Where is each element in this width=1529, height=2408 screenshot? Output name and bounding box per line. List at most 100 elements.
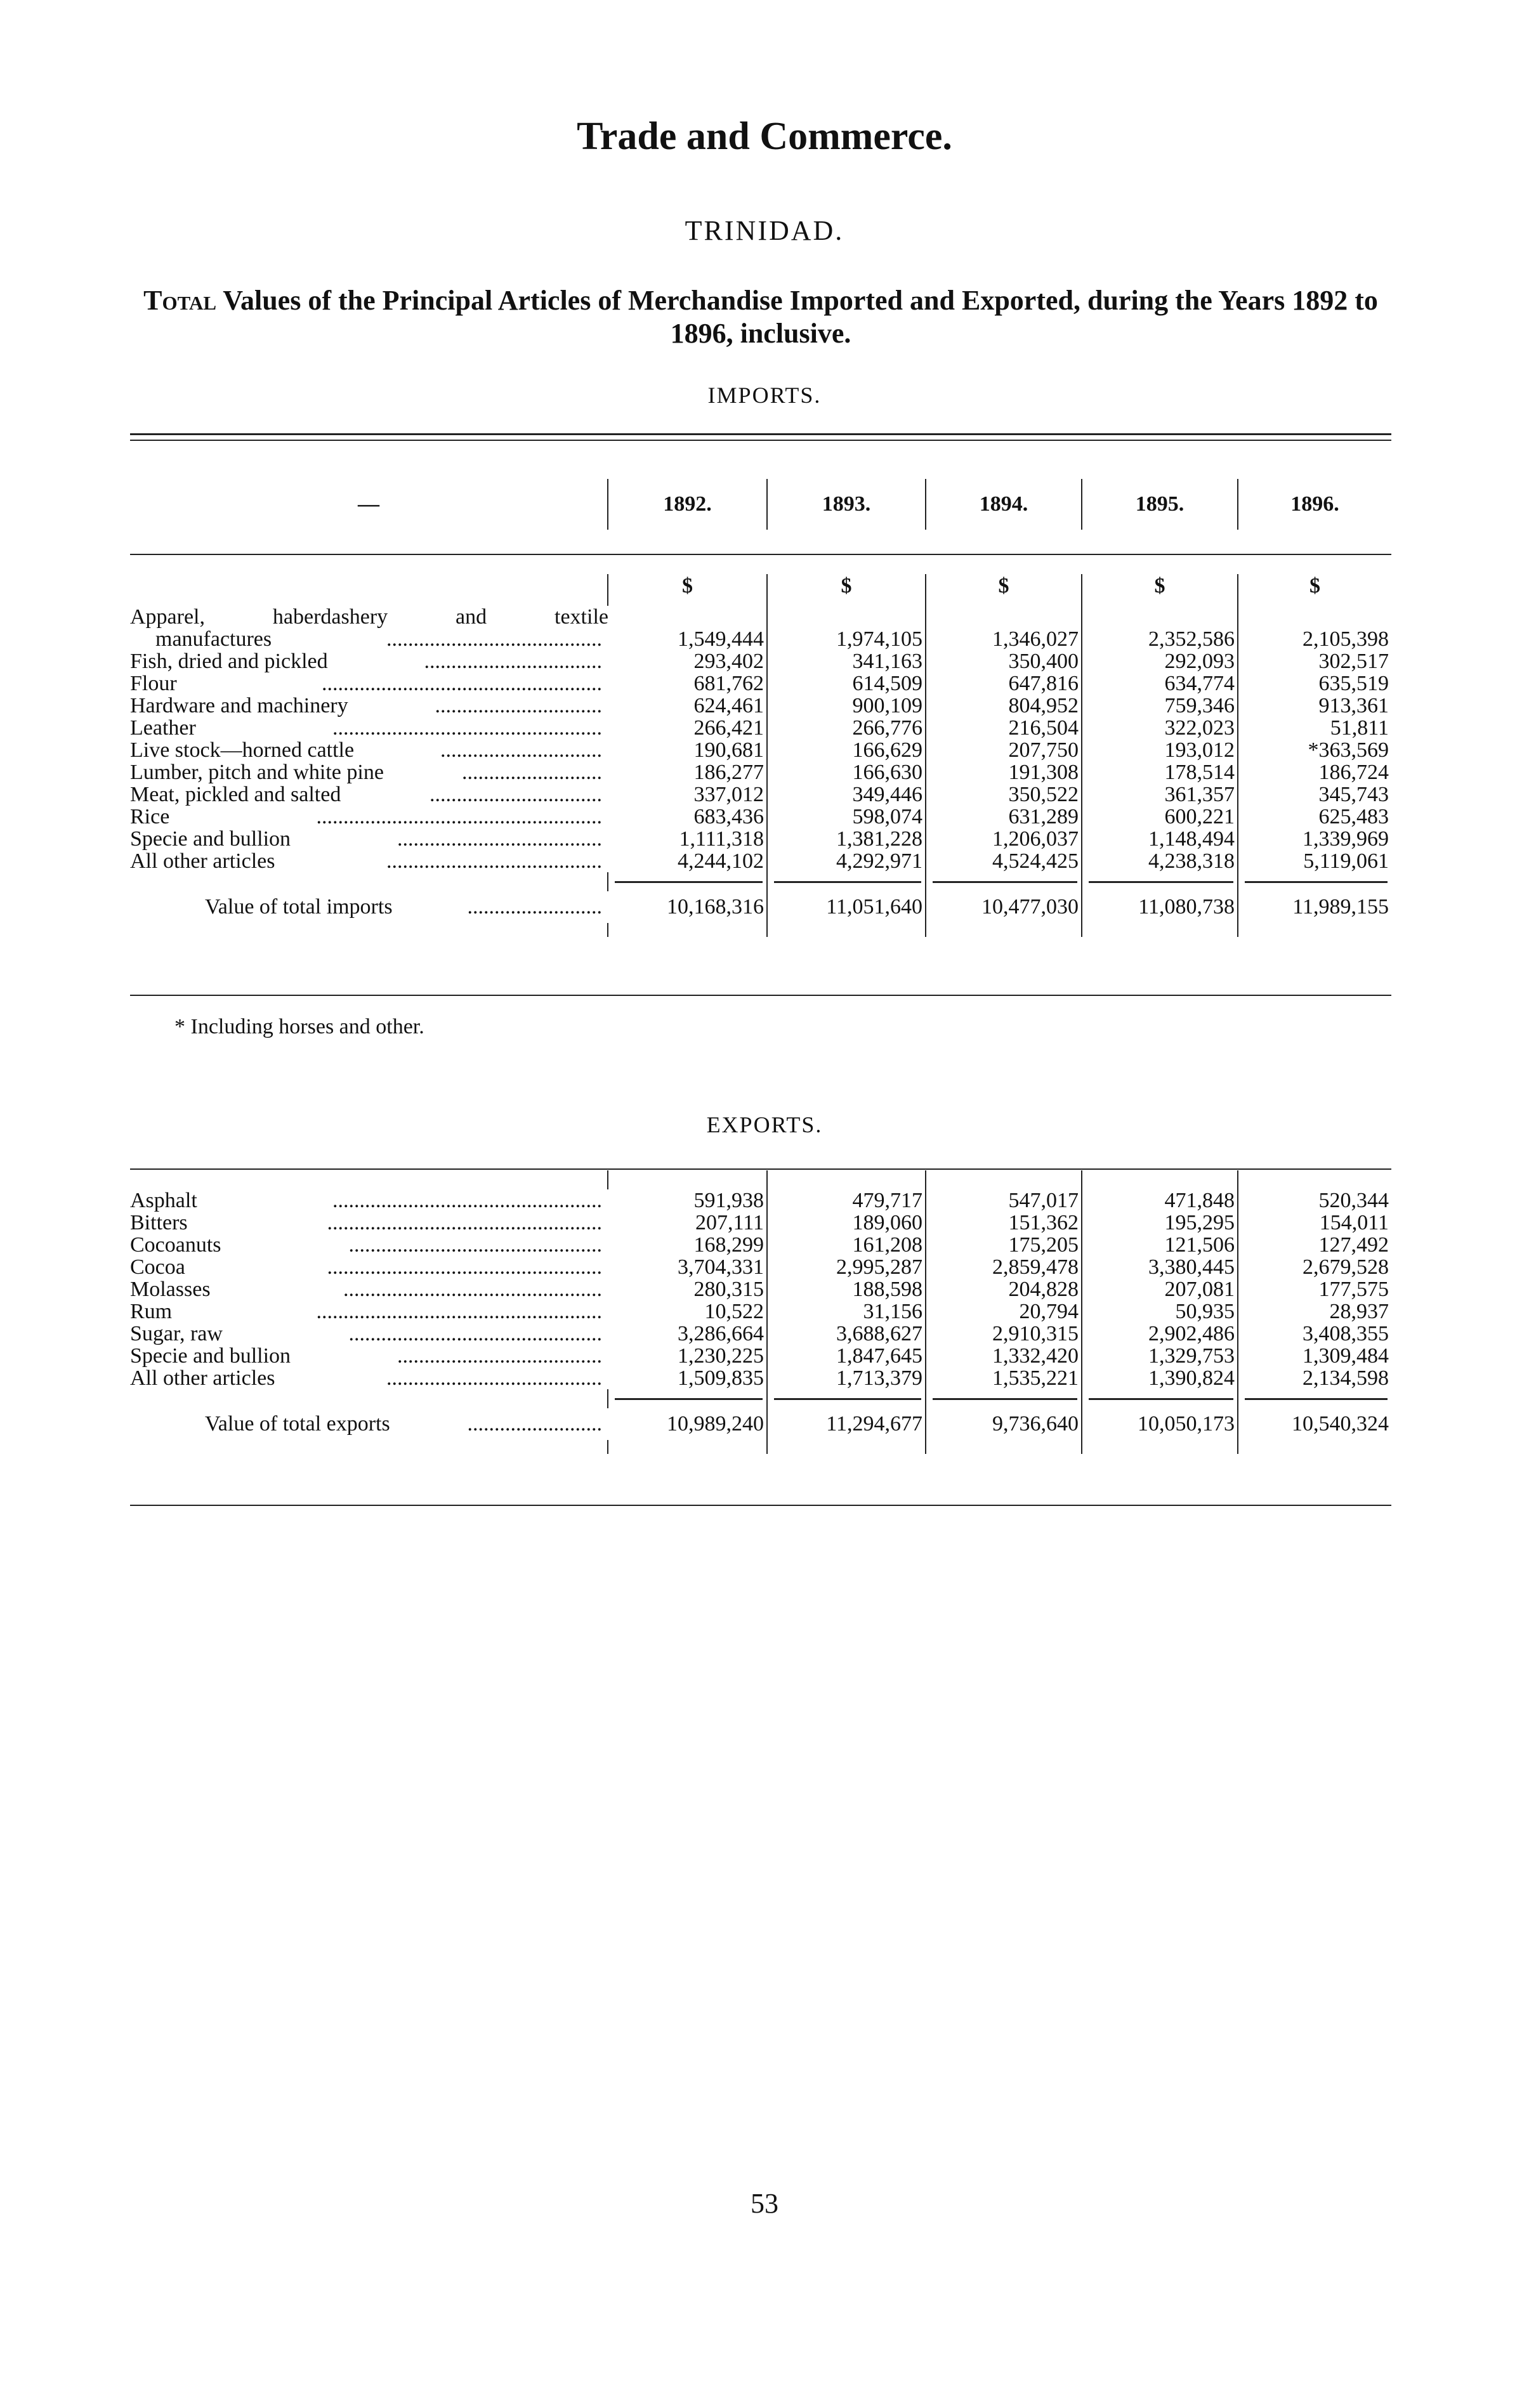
value-cell: 188,598 <box>768 1278 926 1300</box>
leader-dots: .......................... <box>462 761 602 783</box>
imports-bottom-rule <box>130 995 1391 996</box>
table-row: Asphalt.................................… <box>130 1189 1391 1212</box>
imports-heading: IMPORTS. <box>707 383 822 408</box>
row-label: Asphalt.................................… <box>130 1189 608 1212</box>
currency-symbol: $ <box>768 574 926 606</box>
year-header: 1896. <box>1290 492 1339 516</box>
value-cell: 471,848 <box>1082 1189 1238 1212</box>
value-cell: 3,286,664 <box>608 1323 768 1345</box>
row-label-text: Rice <box>130 806 170 828</box>
value-cell: 4,244,102 <box>608 850 768 872</box>
value-cell: 634,774 <box>1082 672 1238 695</box>
value-cell: 350,400 <box>926 650 1082 672</box>
header-rule <box>130 554 1391 555</box>
value-cell: 1,329,753 <box>1082 1345 1238 1367</box>
value-cell: 280,315 <box>608 1278 768 1300</box>
page-title: Trade and Commerce. <box>577 115 952 158</box>
table-row: Bitters.................................… <box>130 1212 1391 1234</box>
value-cell: 647,816 <box>926 672 1082 695</box>
value-cell: 10,522 <box>608 1300 768 1323</box>
value-cell: 2,910,315 <box>926 1323 1082 1345</box>
total-value: 11,080,738 <box>1082 891 1238 923</box>
leader-dots: ...................................... <box>397 828 602 850</box>
imports-top-rule-2 <box>130 440 1391 441</box>
value-cell: 1,847,645 <box>768 1345 926 1367</box>
row-label-text: Lumber, pitch and white pine <box>130 761 384 783</box>
row-label-text: Asphalt <box>130 1189 197 1212</box>
value-cell: *363,569 <box>1308 738 1389 762</box>
total-row: Value of total imports..................… <box>130 891 1391 923</box>
total-value: 11,294,677 <box>768 1408 926 1440</box>
value-cell: 154,011 <box>1319 1211 1389 1234</box>
row-label-text: Hardware and machinery <box>130 695 348 717</box>
caption-lead: Total <box>143 285 217 316</box>
leader-dots: ........................................… <box>348 1323 603 1345</box>
total-value: 10,477,030 <box>926 891 1082 923</box>
row-label: Meat, pickled and salted................… <box>130 783 608 806</box>
value-cell <box>608 606 768 628</box>
row-label: Bitters.................................… <box>130 1212 608 1234</box>
total-row: Value of total exports..................… <box>130 1408 1391 1440</box>
leader-dots: ........................................… <box>332 1189 602 1212</box>
value-cell: 168,299 <box>608 1234 768 1256</box>
value-cell: 322,023 <box>1082 717 1238 739</box>
value-cell: 598,074 <box>768 806 926 828</box>
table-row: Apparel, haberdashery and textile <box>130 606 1391 628</box>
table-row: Rice....................................… <box>130 806 1391 828</box>
row-label: Flour...................................… <box>130 672 608 695</box>
row-label: Lumber, pitch and white pine............… <box>130 761 608 783</box>
value-cell: 1,713,379 <box>768 1367 926 1389</box>
row-label-text: Specie and bullion <box>130 1345 291 1367</box>
value-cell: 1,111,318 <box>608 828 768 850</box>
value-cell: 635,519 <box>1318 672 1389 695</box>
leader-dots: ........................................… <box>343 1278 602 1300</box>
year-header: 1894. <box>926 479 1082 530</box>
value-cell: 2,134,598 <box>1303 1366 1389 1390</box>
row-label: Fish, dried and pickled.................… <box>130 650 608 672</box>
value-cell <box>926 606 1082 628</box>
leader-dots: ........................................… <box>327 1256 603 1278</box>
value-cell: 361,357 <box>1082 783 1238 806</box>
exports-top-rule <box>130 1168 1391 1170</box>
row-label-text: Meat, pickled and salted <box>130 783 341 806</box>
page-number: 53 <box>751 2188 778 2219</box>
value-cell: 1,390,824 <box>1082 1367 1238 1389</box>
row-label: Apparel, haberdashery and textile <box>130 606 608 628</box>
total-value: 9,736,640 <box>926 1408 1082 1440</box>
value-cell: 266,776 <box>768 717 926 739</box>
leader-dots: ........................................ <box>386 1367 602 1389</box>
value-cell: 1,206,037 <box>926 828 1082 850</box>
row-label-text: Apparel, haberdashery and textile <box>130 606 608 628</box>
value-cell: 4,524,425 <box>926 850 1082 872</box>
row-label-text: Fish, dried and pickled <box>130 650 328 672</box>
leader-dots: ........................................… <box>316 806 603 828</box>
imports-top-rule <box>130 433 1391 435</box>
value-cell: 195,295 <box>1082 1212 1238 1234</box>
row-label-text: All other articles <box>130 1367 275 1389</box>
value-cell: 2,105,398 <box>1303 627 1389 651</box>
value-cell: 50,935 <box>1082 1300 1238 1323</box>
total-label-text: Value of total imports <box>205 895 393 919</box>
value-cell: 520,344 <box>1318 1189 1389 1212</box>
row-label: Leather.................................… <box>130 717 608 739</box>
year-header: 1895. <box>1082 479 1238 530</box>
leader-dots: ........................................… <box>322 672 602 695</box>
row-label-text: Live stock—horned cattle <box>130 739 355 761</box>
value-cell: 302,517 <box>1318 650 1389 673</box>
exports-table: Asphalt.................................… <box>130 1170 1391 1454</box>
currency-blank <box>130 574 608 606</box>
value-cell: 759,346 <box>1082 695 1238 717</box>
value-cell: 350,522 <box>926 783 1082 806</box>
row-label: Cocoa...................................… <box>130 1256 608 1278</box>
value-cell: 3,704,331 <box>608 1256 768 1278</box>
leader-dots: ............................... <box>435 695 603 717</box>
value-cell: 345,743 <box>1318 783 1389 806</box>
value-cell: 337,012 <box>608 783 768 806</box>
row-label: Sugar, raw..............................… <box>130 1323 608 1345</box>
value-cell: 293,402 <box>608 650 768 672</box>
leader-dots: ......................... <box>467 895 603 919</box>
value-cell: 3,408,355 <box>1303 1322 1389 1345</box>
value-cell: 614,509 <box>768 672 926 695</box>
value-cell: 178,514 <box>1082 761 1238 783</box>
row-label-text: Rum <box>130 1300 173 1323</box>
